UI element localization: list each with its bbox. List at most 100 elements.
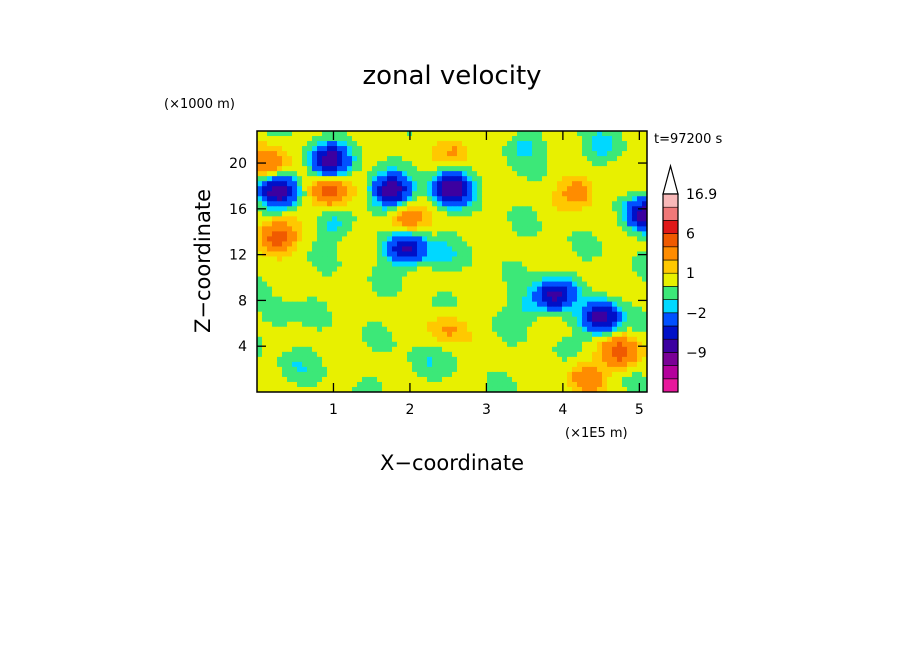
field-cell <box>262 316 268 323</box>
field-cell <box>632 351 638 358</box>
field-cell <box>257 256 263 263</box>
field-cell <box>427 296 433 303</box>
field-cell <box>282 221 288 227</box>
field-cell <box>262 321 268 328</box>
field-cell <box>587 276 593 283</box>
field-cell <box>597 146 603 152</box>
field-cell <box>317 296 323 303</box>
field-cell <box>467 131 473 137</box>
field-cell <box>302 316 308 323</box>
field-cell <box>477 206 483 212</box>
field-cell <box>552 186 558 192</box>
field-cell <box>602 191 608 197</box>
field-cell <box>467 291 473 298</box>
field-cell <box>432 311 438 318</box>
field-cell <box>272 281 278 288</box>
field-cell <box>367 201 373 207</box>
field-cell <box>472 201 478 207</box>
field-cell <box>617 346 623 353</box>
field-cell <box>572 216 578 222</box>
field-cell <box>317 211 323 217</box>
field-cell <box>627 306 633 313</box>
field-cell <box>582 186 588 192</box>
field-cell <box>607 136 613 142</box>
field-cell <box>447 171 453 177</box>
field-cell <box>612 336 618 343</box>
field-cell <box>492 141 498 147</box>
field-cell <box>602 366 608 373</box>
field-cell <box>512 371 518 378</box>
field-cell <box>442 201 448 207</box>
field-cell <box>567 276 573 283</box>
field-cell <box>392 261 398 268</box>
field-cell <box>532 351 538 358</box>
field-cell <box>622 151 628 157</box>
field-cell <box>342 286 348 293</box>
field-cell <box>577 181 583 187</box>
field-cell <box>437 361 443 368</box>
field-cell <box>462 321 468 328</box>
field-cell <box>337 211 343 217</box>
field-cell <box>567 226 573 232</box>
field-cell <box>627 301 633 308</box>
field-cell <box>307 156 313 162</box>
field-cell <box>282 286 288 293</box>
field-cell <box>567 291 573 298</box>
field-cell <box>562 361 568 368</box>
field-cell <box>602 211 608 217</box>
field-cell <box>257 366 263 373</box>
field-cell <box>632 221 638 227</box>
field-cell <box>612 136 618 142</box>
field-cell <box>367 306 373 313</box>
field-cell <box>297 291 303 298</box>
field-cell <box>562 316 568 323</box>
field-cell <box>602 276 608 283</box>
field-cell <box>582 381 588 388</box>
field-cell <box>412 206 418 212</box>
field-cell <box>517 206 523 212</box>
field-cell <box>447 326 453 333</box>
field-cell <box>547 131 553 137</box>
field-cell <box>497 271 503 278</box>
field-cell <box>532 381 538 388</box>
field-cell <box>627 266 633 273</box>
field-cell <box>527 311 533 318</box>
field-cell <box>257 131 263 137</box>
field-cell <box>542 246 548 253</box>
field-cell <box>387 381 393 388</box>
field-cell <box>617 166 623 172</box>
field-cell <box>507 236 513 243</box>
field-cell <box>637 371 643 378</box>
field-cell <box>577 226 583 232</box>
field-cell <box>452 156 458 162</box>
field-cell <box>507 256 513 263</box>
field-cell <box>307 386 313 392</box>
field-cell <box>467 191 473 197</box>
field-cell <box>437 206 443 212</box>
field-cell <box>287 376 293 383</box>
field-cell <box>632 271 638 278</box>
field-cell <box>467 306 473 313</box>
field-cell <box>267 266 273 273</box>
field-cell <box>397 281 403 288</box>
field-cell <box>552 306 558 313</box>
field-cell <box>392 296 398 303</box>
field-cell <box>547 226 553 232</box>
field-cell <box>542 266 548 273</box>
field-cell <box>532 306 538 313</box>
field-cell <box>422 306 428 313</box>
field-cell <box>577 351 583 358</box>
field-cell <box>462 306 468 313</box>
field-cell <box>487 276 493 283</box>
field-cell <box>642 386 647 392</box>
field-cell <box>257 356 263 363</box>
field-cell <box>412 296 418 303</box>
field-cell <box>307 241 313 248</box>
field-cell <box>427 251 433 258</box>
field-cell <box>527 156 533 162</box>
field-cell <box>382 271 388 278</box>
field-cell <box>452 271 458 278</box>
field-cell <box>497 131 503 137</box>
field-cell <box>422 256 428 263</box>
field-cell <box>622 251 628 258</box>
